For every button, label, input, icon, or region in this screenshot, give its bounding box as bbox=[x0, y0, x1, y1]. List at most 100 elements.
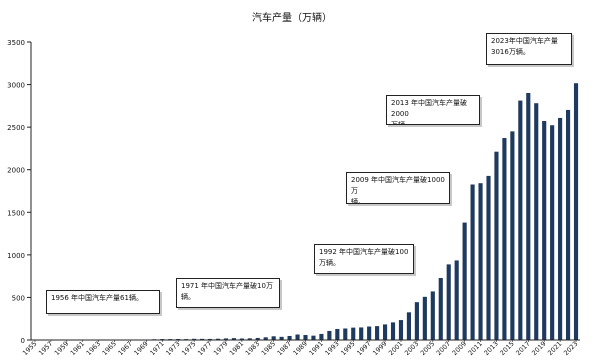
bar-1992 bbox=[327, 330, 332, 340]
bar-2017 bbox=[526, 92, 531, 340]
x-tick-label-1975: 1975 bbox=[180, 340, 197, 357]
bar-1987 bbox=[287, 335, 292, 340]
bar-2004 bbox=[422, 296, 427, 340]
bar-1994 bbox=[343, 328, 348, 340]
bar-2022 bbox=[565, 109, 571, 340]
bar-1980 bbox=[231, 338, 236, 340]
bar-2009 bbox=[462, 222, 467, 340]
y-tick-label: 1500 bbox=[7, 209, 25, 217]
x-tick-label-2007: 2007 bbox=[435, 340, 452, 357]
x-tick-label-2017: 2017 bbox=[514, 340, 531, 357]
bar-1979 bbox=[223, 338, 229, 340]
x-tick-label-1965: 1965 bbox=[101, 340, 118, 357]
x-tick-label-1971: 1971 bbox=[148, 340, 165, 357]
bar-1989 bbox=[303, 335, 308, 340]
x-tick-label-1983: 1983 bbox=[244, 340, 261, 357]
bar-1986 bbox=[279, 336, 284, 340]
x-tick-label-1981: 1981 bbox=[228, 340, 245, 357]
bar-1993 bbox=[335, 328, 340, 340]
x-tick-label-1969: 1969 bbox=[132, 340, 149, 357]
bars bbox=[48, 83, 579, 341]
x-tick-label-1967: 1967 bbox=[117, 340, 134, 357]
x-tick-label-2005: 2005 bbox=[419, 340, 436, 357]
bar-2003 bbox=[414, 302, 419, 340]
x-tick-label-1993: 1993 bbox=[323, 340, 340, 357]
y-tick-label: 0 bbox=[21, 337, 25, 345]
bar-2005 bbox=[430, 291, 435, 340]
bar-1977 bbox=[207, 338, 213, 340]
bar-1978 bbox=[215, 338, 221, 340]
bar-1984 bbox=[263, 337, 268, 340]
bar-1982 bbox=[247, 338, 252, 340]
bar-2006 bbox=[438, 278, 443, 340]
x-tick-label-2013: 2013 bbox=[483, 340, 500, 357]
bar-2016 bbox=[518, 100, 523, 341]
x-tick-label-1987: 1987 bbox=[276, 340, 293, 357]
x-tick-label-1961: 1961 bbox=[69, 340, 86, 357]
bar-2010 bbox=[470, 184, 475, 340]
chart-title: 汽车产量（万辆） bbox=[252, 11, 332, 24]
bar-2013 bbox=[494, 151, 499, 340]
bar-1999 bbox=[382, 324, 388, 340]
x-tick-label-1999: 1999 bbox=[371, 340, 388, 357]
y-tick-label: 3000 bbox=[7, 82, 25, 90]
bar-1975 bbox=[192, 338, 197, 340]
bar-2011 bbox=[478, 183, 483, 340]
x-tick-label-2023: 2023 bbox=[562, 340, 579, 357]
y-tick-label: 1000 bbox=[7, 252, 25, 260]
y-tick-label: 3500 bbox=[7, 39, 25, 47]
x-tick-label-2009: 2009 bbox=[451, 340, 468, 357]
bar-2012 bbox=[486, 175, 491, 340]
x-tick-label-1977: 1977 bbox=[196, 340, 213, 357]
bar-1976 bbox=[199, 338, 205, 340]
bar-2019 bbox=[542, 121, 547, 340]
bar-1985 bbox=[271, 336, 276, 340]
x-axis: 1955195719591961196319651967196919711973… bbox=[21, 339, 580, 357]
x-tick-label-1995: 1995 bbox=[339, 340, 356, 357]
x-tick-label-2001: 2001 bbox=[387, 340, 404, 357]
bar-1988 bbox=[295, 334, 300, 340]
x-tick-label-2019: 2019 bbox=[530, 340, 547, 357]
annotation-2023: 2023年中国汽车产量 3016万辆。 bbox=[486, 33, 572, 65]
y-tick-label: 2000 bbox=[7, 167, 25, 175]
bar-1998 bbox=[375, 326, 380, 340]
x-tick-label-1997: 1997 bbox=[355, 340, 372, 357]
x-tick-label-1973: 1973 bbox=[164, 340, 181, 357]
bar-2018 bbox=[534, 103, 539, 340]
bar-1981 bbox=[239, 338, 244, 340]
x-tick-label-2021: 2021 bbox=[546, 340, 563, 357]
annotation-2009: 2009 年中国汽车产量破1000万 辆。 bbox=[346, 172, 450, 204]
bar-2014 bbox=[502, 138, 507, 340]
x-tick-label-1985: 1985 bbox=[260, 340, 277, 357]
bar-1983 bbox=[255, 337, 260, 340]
x-tick-label-1979: 1979 bbox=[212, 340, 229, 357]
x-tick-label-1989: 1989 bbox=[292, 340, 309, 357]
bar-1997 bbox=[367, 326, 372, 340]
bar-2023 bbox=[573, 83, 579, 341]
y-tick-label: 500 bbox=[12, 294, 25, 302]
x-tick-label-1957: 1957 bbox=[37, 340, 54, 357]
annotation-2013: 2013 年中国汽车产量破2000 万辆。 bbox=[386, 95, 480, 125]
x-tick-label-2003: 2003 bbox=[403, 340, 420, 357]
bar-2008 bbox=[454, 260, 459, 340]
annotation-1956: 1956 年中国汽车产量61辆。 bbox=[46, 290, 160, 314]
x-tick-label-2015: 2015 bbox=[498, 340, 515, 357]
bar-2020 bbox=[550, 125, 555, 340]
bar-2001 bbox=[398, 320, 404, 340]
bar-1995 bbox=[351, 327, 356, 340]
y-tick-label: 2500 bbox=[7, 124, 25, 132]
x-tick-label-1959: 1959 bbox=[53, 340, 70, 357]
bar-1990 bbox=[311, 335, 316, 340]
bar-2000 bbox=[390, 322, 396, 340]
bar-1996 bbox=[359, 327, 364, 340]
bar-1991 bbox=[319, 333, 324, 340]
annotation-1992: 1992 年中国汽车产量破100 万辆。 bbox=[314, 244, 414, 274]
bar-2007 bbox=[446, 264, 451, 340]
bar-2015 bbox=[510, 131, 515, 340]
x-tick-label-1991: 1991 bbox=[307, 340, 324, 357]
y-axis: 0 500 1000 1500 2000 2500 3000 3500 bbox=[7, 39, 32, 345]
bar-2002 bbox=[406, 312, 412, 340]
x-tick-label-1963: 1963 bbox=[85, 340, 102, 357]
annotation-1971: 1971 年中国汽车产量破10万 辆。 bbox=[176, 278, 280, 308]
